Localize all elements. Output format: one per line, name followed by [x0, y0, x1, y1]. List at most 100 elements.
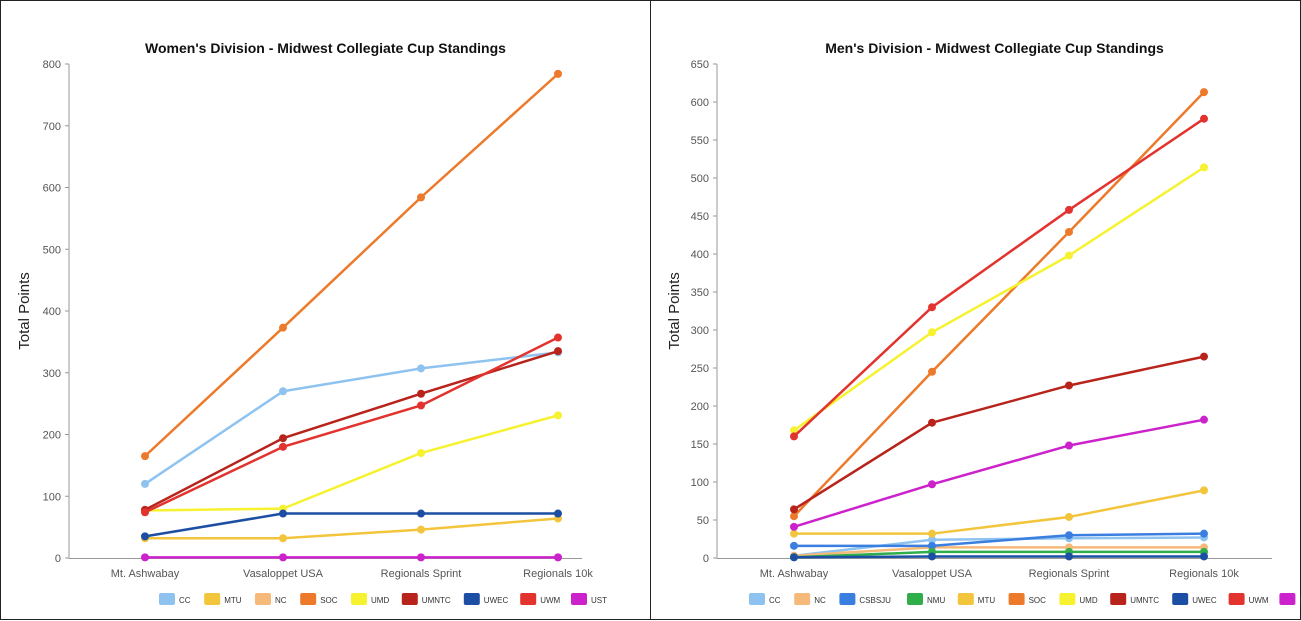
legend-label-nc[interactable]: NC — [814, 596, 826, 605]
data-point-uwm[interactable] — [928, 303, 936, 312]
legend-swatch-soc[interactable] — [300, 593, 317, 605]
legend-label-umd[interactable]: UMD — [371, 596, 389, 605]
legend-label-soc[interactable]: SOC — [1029, 596, 1047, 605]
legend-label-uwm[interactable]: UWM — [1249, 596, 1269, 605]
data-point-umd[interactable] — [417, 449, 425, 458]
legend-swatch-csbsju[interactable] — [839, 593, 856, 605]
data-point-uwec[interactable] — [554, 509, 562, 518]
data-point-umd[interactable] — [554, 411, 562, 420]
legend-swatch-ust[interactable] — [571, 593, 587, 605]
legend-swatch-nmu[interactable] — [907, 593, 923, 605]
legend-label-umntc[interactable]: UMNTC — [1130, 596, 1159, 605]
data-point-cc[interactable] — [279, 387, 287, 396]
data-point-uwec[interactable] — [790, 553, 798, 562]
legend-swatch-uwm[interactable] — [520, 593, 537, 605]
data-point-csbsju[interactable] — [1200, 529, 1208, 538]
data-point-uwm[interactable] — [417, 401, 425, 410]
data-point-umntc[interactable] — [1065, 381, 1073, 390]
data-point-uwec[interactable] — [417, 509, 425, 518]
data-point-ust[interactable] — [141, 553, 149, 562]
data-point-mtu[interactable] — [928, 529, 936, 538]
data-point-csbsju[interactable] — [928, 541, 936, 550]
data-point-mtu[interactable] — [279, 534, 287, 543]
data-point-csbsju[interactable] — [790, 541, 798, 550]
data-point-umd[interactable] — [1200, 163, 1208, 172]
data-point-ust[interactable] — [417, 553, 425, 562]
legend-label-umd[interactable]: UMD — [1079, 596, 1097, 605]
legend-label-ust[interactable]: UST — [1299, 596, 1301, 605]
legend-swatch-soc[interactable] — [1008, 593, 1025, 605]
data-point-soc[interactable] — [141, 452, 149, 461]
data-point-umntc[interactable] — [1200, 352, 1208, 361]
data-point-soc[interactable] — [554, 69, 562, 78]
data-point-mtu[interactable] — [417, 525, 425, 534]
data-point-umntc[interactable] — [928, 418, 936, 427]
legend-label-csbsju[interactable]: CSBSJU — [859, 596, 891, 605]
data-point-ust[interactable] — [1200, 415, 1208, 424]
data-point-cc[interactable] — [417, 364, 425, 373]
data-point-uwm[interactable] — [1065, 205, 1073, 214]
legend-swatch-nc[interactable] — [255, 593, 271, 605]
data-point-ust[interactable] — [928, 480, 936, 489]
data-point-cc[interactable] — [141, 479, 149, 488]
legend-swatch-uwec[interactable] — [463, 593, 480, 605]
data-point-uwec[interactable] — [1200, 552, 1208, 561]
data-point-umntc[interactable] — [790, 505, 798, 514]
legend-swatch-umd[interactable] — [351, 593, 367, 605]
legend-swatch-cc[interactable] — [159, 593, 175, 605]
legend-swatch-uwec[interactable] — [1172, 593, 1189, 605]
data-point-umntc[interactable] — [554, 347, 562, 356]
data-point-umd[interactable] — [928, 328, 936, 337]
legend-swatch-mtu[interactable] — [957, 593, 974, 605]
legend-label-ust[interactable]: UST — [591, 596, 607, 605]
legend-swatch-umd[interactable] — [1059, 593, 1076, 605]
series-line-cc — [793, 536, 1205, 557]
legend-swatch-mtu[interactable] — [204, 593, 221, 605]
data-point-mtu[interactable] — [1065, 512, 1073, 521]
data-point-umd[interactable] — [1065, 251, 1073, 260]
legend-label-cc[interactable]: CC — [179, 596, 191, 605]
legend-label-uwec[interactable]: UWEC — [1192, 596, 1217, 605]
legend-label-soc[interactable]: SOC — [320, 596, 338, 605]
data-point-ust[interactable] — [279, 553, 287, 562]
legend-label-mtu[interactable]: MTU — [224, 596, 242, 605]
legend-label-umntc[interactable]: UMNTC — [422, 596, 451, 605]
data-point-soc[interactable] — [928, 367, 936, 376]
data-point-uwec[interactable] — [1065, 552, 1073, 561]
legend-label-mtu[interactable]: MTU — [978, 596, 996, 605]
data-point-csbsju[interactable] — [1065, 531, 1073, 540]
legend-swatch-ust[interactable] — [1279, 593, 1296, 605]
legend-swatch-umntc[interactable] — [1110, 593, 1127, 605]
data-point-umntc[interactable] — [279, 434, 287, 443]
data-point-uwm[interactable] — [1200, 114, 1208, 123]
data-point-soc[interactable] — [417, 193, 425, 202]
data-point-uwec[interactable] — [279, 509, 287, 518]
data-point-umntc[interactable] — [417, 389, 425, 398]
data-point-uwm[interactable] — [554, 333, 562, 342]
data-point-cc[interactable] — [928, 535, 936, 544]
legend-swatch-umntc[interactable] — [401, 593, 418, 605]
legend-swatch-cc[interactable] — [749, 593, 765, 605]
legend-label-nc[interactable]: NC — [275, 596, 287, 605]
legend-label-cc[interactable]: CC — [769, 596, 781, 605]
legend-label-nmu[interactable]: NMU — [927, 596, 945, 605]
data-point-soc[interactable] — [279, 323, 287, 332]
legend-label-uwm[interactable]: UWM — [540, 596, 560, 605]
legend-swatch-nc[interactable] — [794, 593, 811, 605]
legend-swatch-uwm[interactable] — [1228, 593, 1245, 605]
data-point-soc[interactable] — [790, 512, 798, 521]
data-point-soc[interactable] — [1065, 227, 1073, 236]
data-point-uwm[interactable] — [790, 432, 798, 441]
data-point-ust[interactable] — [554, 553, 562, 562]
data-point-ust[interactable] — [790, 522, 798, 531]
data-point-soc[interactable] — [1200, 88, 1208, 97]
data-point-uwec[interactable] — [141, 532, 149, 541]
data-point-ust[interactable] — [1065, 441, 1073, 450]
data-point-uwm[interactable] — [141, 508, 149, 517]
data-point-uwm[interactable] — [279, 442, 287, 451]
legend-label-uwec[interactable]: UWEC — [484, 596, 509, 605]
data-point-mtu[interactable] — [790, 529, 798, 538]
data-point-umd[interactable] — [790, 426, 798, 435]
data-point-uwec[interactable] — [928, 552, 936, 561]
data-point-mtu[interactable] — [1200, 486, 1208, 495]
